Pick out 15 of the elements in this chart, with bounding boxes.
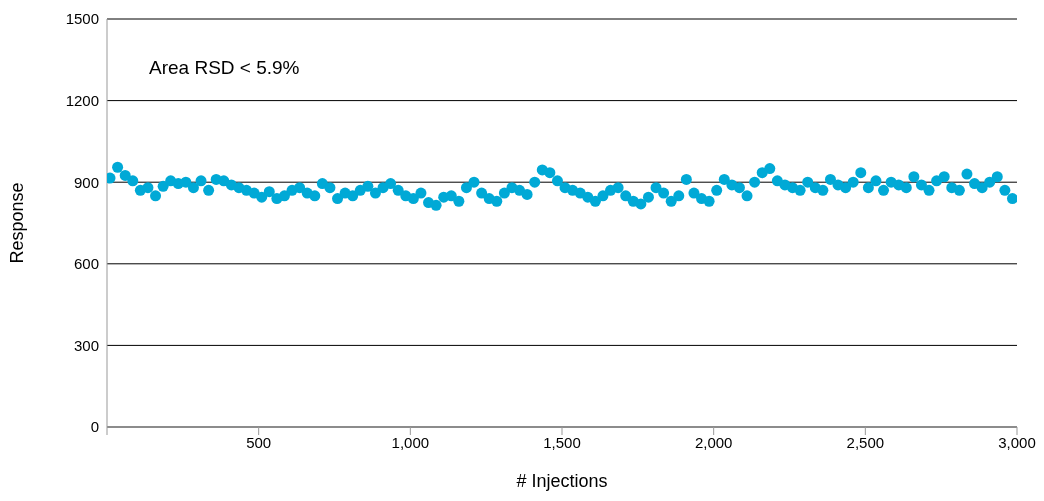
x-tick-label: 1,000 xyxy=(391,433,430,451)
y-tick-label: 900 xyxy=(73,173,99,191)
x-axis-title: # Injections xyxy=(516,471,608,491)
annotation: Area RSD < 5.9% xyxy=(149,57,300,79)
x-tick-label: 3,000 xyxy=(998,433,1036,451)
y-tick-label: 1200 xyxy=(65,91,99,109)
x-tick-label: 500 xyxy=(246,433,272,451)
y-tick-label: 0 xyxy=(90,418,99,436)
y-tick-label: 1500 xyxy=(65,10,99,28)
x-tick-label: 1,500 xyxy=(543,433,581,451)
y-axis-title: Response xyxy=(7,182,28,264)
y-tick-label: 600 xyxy=(73,255,99,273)
x-tick-label: 2,000 xyxy=(694,433,733,451)
x-tick-label: 2,500 xyxy=(846,433,885,451)
y-tick-label: 300 xyxy=(73,336,99,354)
